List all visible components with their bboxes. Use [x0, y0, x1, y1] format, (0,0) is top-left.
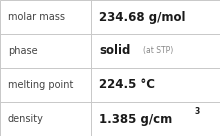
Text: (at STP): (at STP) — [143, 47, 173, 55]
Text: melting point: melting point — [8, 80, 73, 90]
Text: 224.5 °C: 224.5 °C — [99, 78, 155, 92]
Text: 3: 3 — [194, 107, 200, 116]
Text: density: density — [8, 114, 44, 124]
Text: 234.68 g/mol: 234.68 g/mol — [99, 10, 186, 24]
Text: solid: solid — [99, 44, 131, 58]
Text: 1.385 g/cm: 1.385 g/cm — [99, 112, 172, 126]
Text: phase: phase — [8, 46, 38, 56]
Text: molar mass: molar mass — [8, 12, 65, 22]
